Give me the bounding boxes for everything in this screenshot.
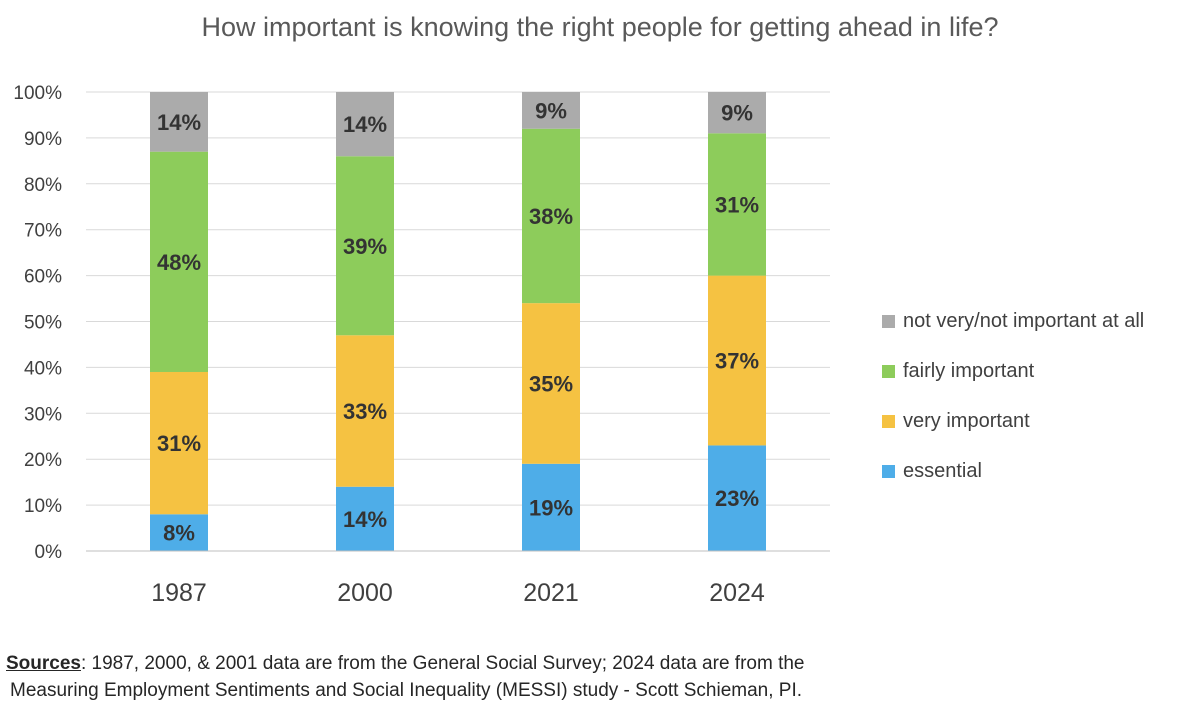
x-tick-label: 1987 <box>151 579 207 607</box>
bar-segment <box>150 92 208 152</box>
data-label: 31% <box>715 192 759 217</box>
sources-note: Sources: 1987, 2000, & 2001 data are fro… <box>6 650 805 704</box>
data-label: 38% <box>529 204 573 229</box>
data-label: 48% <box>157 250 201 275</box>
legend-item: very important <box>882 396 1192 446</box>
bar-segment <box>336 156 394 336</box>
legend-label: very important <box>903 409 1030 432</box>
data-label: 9% <box>535 98 567 123</box>
bar-segment <box>150 371 208 515</box>
bar-segment <box>522 92 580 129</box>
y-tick-label: 100% <box>13 83 62 104</box>
y-tick-label: 20% <box>24 450 62 471</box>
bar-segment <box>522 128 580 304</box>
data-label: 14% <box>343 507 387 532</box>
legend-item: fairly important <box>882 346 1192 396</box>
bar-segment <box>336 335 394 487</box>
legend-label: not very/not important at all <box>903 309 1145 332</box>
y-tick-label: 70% <box>24 221 62 242</box>
sources-line-1: Sources: 1987, 2000, & 2001 data are fro… <box>6 650 805 677</box>
legend-swatch <box>882 414 895 428</box>
y-tick-label: 0% <box>35 542 63 563</box>
stacked-bar-chart: 0% 10% 20% 30% 40% 50% 60% 70% 80% 90% 100% 8% 31% 48… <box>13 83 830 607</box>
bar-segment <box>150 151 208 372</box>
bar-segment <box>708 275 766 446</box>
data-label: 39% <box>343 234 387 259</box>
y-tick-label: 90% <box>24 129 62 150</box>
y-tick-label: 10% <box>24 496 62 517</box>
sources-line-1-text: : 1987, 2000, & 2001 data are from the G… <box>80 653 805 674</box>
y-tick-label: 50% <box>24 313 62 334</box>
data-label: 8% <box>163 521 195 546</box>
legend: not very/not important at all fairly impo… <box>882 296 1192 496</box>
x-tick-label: 2000 <box>337 579 393 607</box>
data-label: 37% <box>715 349 759 374</box>
x-tick-label: 2021 <box>523 579 579 607</box>
legend-swatch <box>882 464 895 478</box>
data-label: 9% <box>721 101 753 126</box>
data-label: 19% <box>529 495 573 520</box>
data-label: 14% <box>343 112 387 137</box>
y-tick-label: 80% <box>24 175 62 196</box>
legend-label: fairly important <box>903 359 1035 382</box>
bar-segment <box>336 486 394 551</box>
data-label: 35% <box>529 371 573 396</box>
bar-segment <box>150 514 208 551</box>
data-label: 23% <box>715 486 759 511</box>
bar-segment <box>522 463 580 551</box>
bar-segment <box>522 303 580 464</box>
chart-title: How important is knowing the right peopl… <box>201 12 999 42</box>
bar-segment <box>708 133 766 276</box>
y-tick-label: 30% <box>24 404 62 425</box>
data-label: 31% <box>157 431 201 456</box>
bar-segment <box>336 92 394 157</box>
sources-label: Sources <box>6 653 81 674</box>
sources-line-2: Measuring Employment Sentiments and Soci… <box>10 680 803 701</box>
x-tick-label: 2024 <box>709 579 765 607</box>
data-label: 14% <box>157 110 201 135</box>
legend-item: essential <box>882 446 1192 496</box>
legend-swatch <box>882 314 895 328</box>
legend-swatch <box>882 364 895 378</box>
legend-item: not very/not important at all <box>882 296 1192 346</box>
bar-segment <box>708 92 766 134</box>
y-tick-label: 40% <box>24 358 62 379</box>
y-tick-label: 60% <box>24 267 62 288</box>
bar-segment <box>708 445 766 551</box>
legend-label: essential <box>903 459 982 482</box>
data-label: 33% <box>343 399 387 424</box>
